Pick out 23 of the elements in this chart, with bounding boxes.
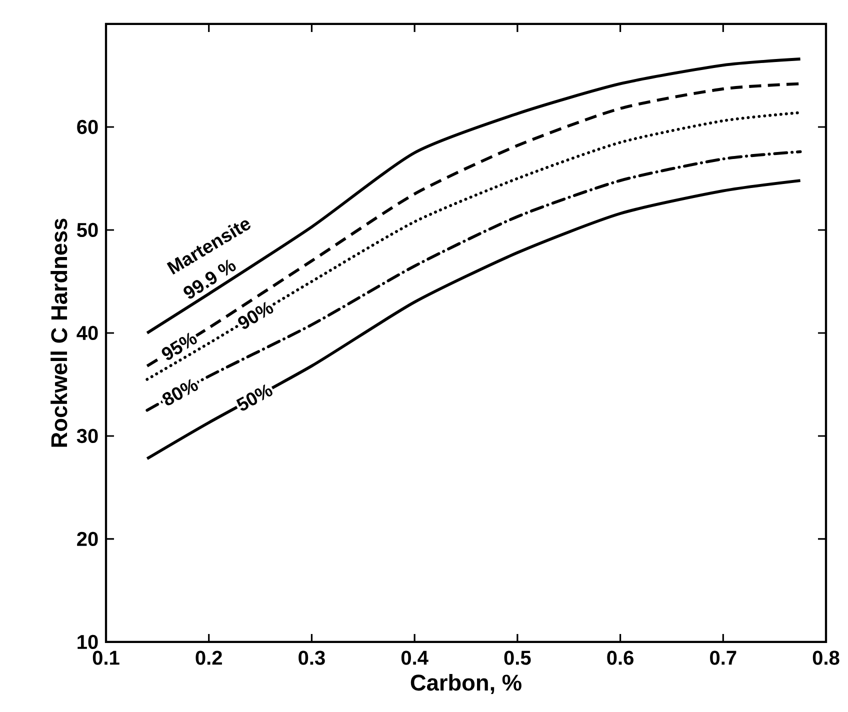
y-tick-label: 30 — [76, 428, 98, 444]
y-tick-label: 60 — [77, 120, 98, 134]
x-tick-label: 0.3 — [298, 650, 325, 665]
x-tick-label: 0.4 — [401, 650, 428, 665]
x-tick-label: 0.8 — [812, 650, 840, 665]
text: 95% — [162, 332, 197, 360]
y-tick-label: 10 — [78, 634, 98, 650]
text: 50% — [236, 384, 272, 411]
x-tick-label: 0.1 — [92, 650, 120, 665]
x-tick-label: 0.6 — [607, 650, 634, 665]
line-series — [146, 58, 802, 334]
x-tick-label: 0.7 — [710, 650, 736, 665]
x-axis-title: Carbon, % — [410, 674, 522, 694]
y-axis-title: Rockwell C Hardness — [50, 218, 68, 447]
x-tick-label: 0.2 — [196, 650, 222, 665]
y-tick-label: 20 — [77, 532, 98, 546]
text: 90% — [238, 302, 274, 329]
y-tick-label: 50 — [76, 222, 98, 238]
line-series — [146, 179, 802, 460]
line-series — [146, 150, 802, 412]
text: 80% — [162, 379, 198, 406]
y-tick-label: 40 — [76, 326, 98, 340]
x-tick-label: 0.5 — [504, 650, 531, 665]
